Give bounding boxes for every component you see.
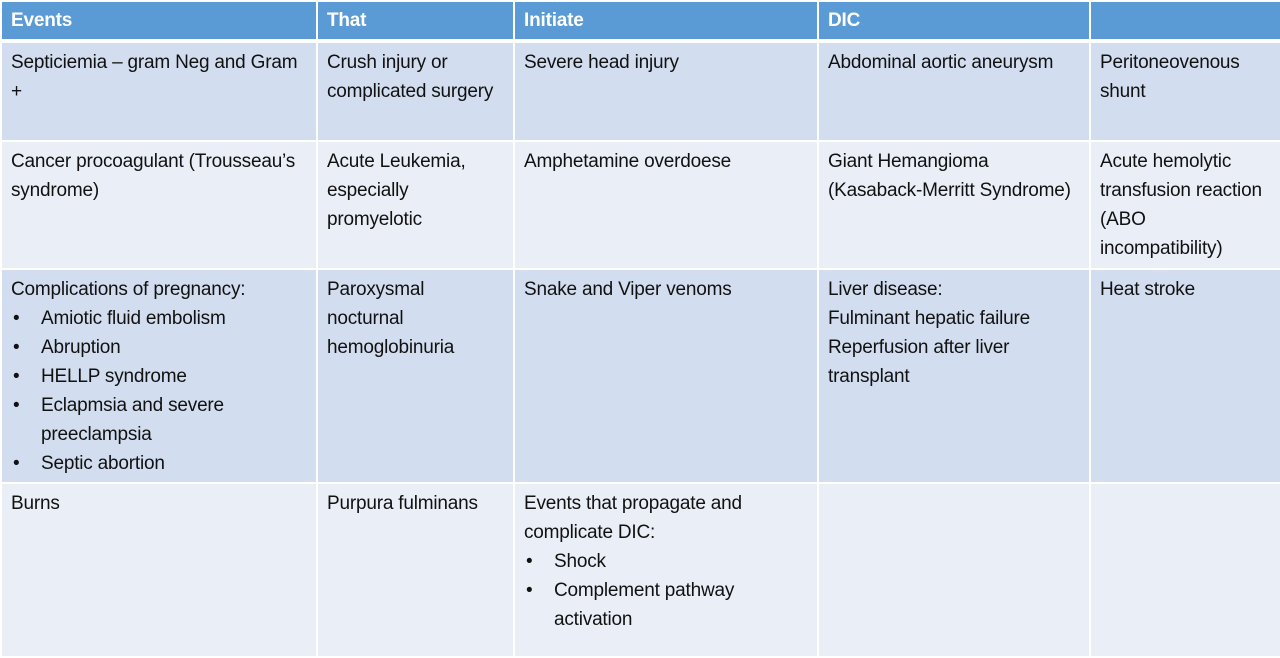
table-cell: Paroxysmal nocturnal hemoglobinuria xyxy=(316,268,515,484)
table-cell: Burns xyxy=(0,482,318,658)
bullet-item: Abruption xyxy=(11,333,308,362)
table-row: Cancer procoagulant (Trousseau’s syndrom… xyxy=(0,140,1280,270)
cell-text: Acute hemolytic transfusion reaction (AB… xyxy=(1100,151,1262,259)
bullet-item: Shock xyxy=(524,547,809,576)
cell-text: Abdominal aortic aneurysm xyxy=(828,52,1054,73)
cell-text: Complications of pregnancy: xyxy=(11,279,246,300)
bullet-item: Amiotic fluid embolism xyxy=(11,304,308,333)
bullet-item: HELLP syndrome xyxy=(11,362,308,391)
bullet-item: Septic abortion xyxy=(11,449,308,478)
cell-text: Fulminant hepatic failure xyxy=(828,308,1030,329)
table-cell: Septiciemia – gram Neg and Gram + xyxy=(0,40,318,142)
header-dic: DIC xyxy=(817,0,1091,43)
bullet-item: Complement pathway activation xyxy=(524,576,809,634)
bullet-list: ShockComplement pathway activation xyxy=(524,547,809,634)
table-cell: Snake and Viper venoms xyxy=(513,268,819,484)
table-cell: Acute Leukemia, especially promyelotic xyxy=(316,140,515,270)
table-cell: Crush injury or complicated surgery xyxy=(316,40,515,142)
cell-text: Heat stroke xyxy=(1100,279,1195,300)
cell-text: Acute Leukemia, especially promyelotic xyxy=(327,151,466,230)
bullet-list: Amiotic fluid embolismAbruptionHELLP syn… xyxy=(11,304,308,478)
cell-text: Crush injury or complicated surgery xyxy=(327,52,494,102)
cell-text: Liver disease: xyxy=(828,279,943,300)
cell-text: Peritoneovenous shunt xyxy=(1100,52,1240,102)
table-cell: Acute hemolytic transfusion reaction (AB… xyxy=(1089,140,1280,270)
header-that: That xyxy=(316,0,515,43)
cell-text: Snake and Viper venoms xyxy=(524,279,732,300)
table-cell: Purpura fulminans xyxy=(316,482,515,658)
table-cell: Peritoneovenous shunt xyxy=(1089,40,1280,142)
cell-text: Purpura fulminans xyxy=(327,493,478,514)
table-row: Burns Purpura fulminans Events that propag… xyxy=(0,482,1280,658)
header-blank xyxy=(1089,0,1280,43)
cell-text: Reperfusion after liver transplant xyxy=(828,337,1010,387)
bullet-item: Eclapmsia and severe preeclampsia xyxy=(11,391,308,449)
cell-text: Burns xyxy=(11,493,60,514)
table-cell: Events that propagate and complicate DIC… xyxy=(513,482,819,658)
table-cell: Cancer procoagulant (Trousseau’s syndrom… xyxy=(0,140,318,270)
cell-text: Amphetamine overdoese xyxy=(524,151,732,172)
cell-text: Giant Hemangioma (Kasaback-Merritt Syndr… xyxy=(828,151,1071,201)
cell-text: Septiciemia – gram Neg and Gram + xyxy=(11,52,298,102)
table-cell: Heat stroke xyxy=(1089,268,1280,484)
header-events: Events xyxy=(0,0,318,43)
table-cell xyxy=(1089,482,1280,658)
cell-text: Cancer procoagulant (Trousseau’s syndrom… xyxy=(11,151,296,201)
table-cell: Abdominal aortic aneurysm xyxy=(817,40,1091,142)
cell-text: Paroxysmal nocturnal hemoglobinuria xyxy=(327,279,455,358)
table-row: Septiciemia – gram Neg and Gram + Crush i… xyxy=(0,40,1280,142)
table-cell xyxy=(817,482,1091,658)
table-cell: Liver disease: Fulminant hepatic failure R… xyxy=(817,268,1091,484)
header-initiate: Initiate xyxy=(513,0,819,43)
cell-text: Events that propagate and complicate DIC… xyxy=(524,493,742,543)
table-cell: Complications of pregnancy: Amiotic fluid… xyxy=(0,268,318,484)
cell-text: Severe head injury xyxy=(524,52,679,73)
header-row: Events That Initiate DIC xyxy=(0,0,1280,43)
table-cell: Amphetamine overdoese xyxy=(513,140,819,270)
table-cell: Giant Hemangioma (Kasaback-Merritt Syndr… xyxy=(817,140,1091,270)
table-row: Complications of pregnancy: Amiotic fluid… xyxy=(0,268,1280,484)
table-cell: Severe head injury xyxy=(513,40,819,142)
